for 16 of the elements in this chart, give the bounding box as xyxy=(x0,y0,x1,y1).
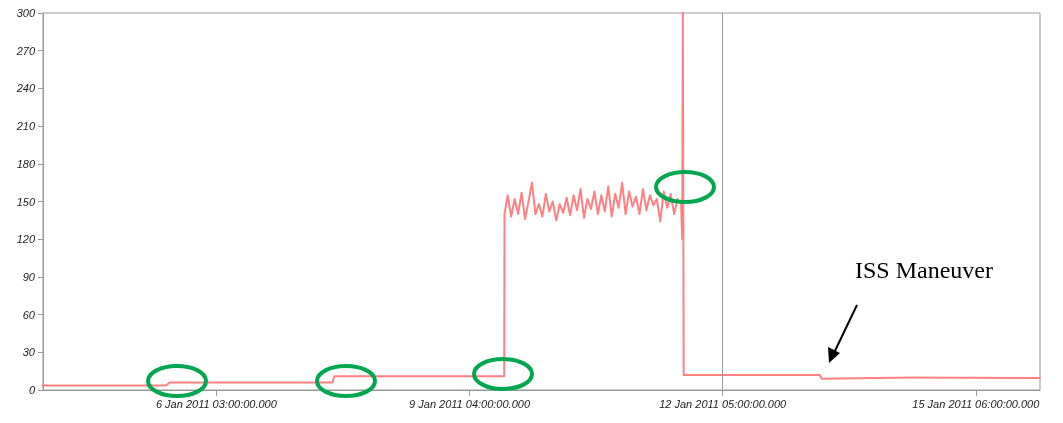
y-tick-label: 270 xyxy=(15,44,36,57)
y-tick-label: 210 xyxy=(15,120,36,133)
y-tick-label: 90 xyxy=(22,270,36,283)
y-tick-label: 30 xyxy=(22,346,36,359)
y-tick-label: 0 xyxy=(28,384,36,396)
x-tick-label: 15 Jan 2011 06:00:00.000 xyxy=(912,397,1041,410)
y-tick-label: 60 xyxy=(22,308,36,321)
y-tick-label: 240 xyxy=(15,82,36,95)
y-tick-label: 120 xyxy=(16,233,36,246)
y-tick-label: 150 xyxy=(16,195,36,208)
x-tick-label: 12 Jan 2011 05:00:00.000 xyxy=(659,397,788,410)
y-tick-label: 180 xyxy=(16,157,36,170)
x-tick-label: 9 Jan 2011 04:00:00.000 xyxy=(409,397,531,410)
x-tick-label: 6 Jan 2011 03:00:00.000 xyxy=(155,397,278,410)
annotation: ISS Maneuver xyxy=(855,257,993,284)
y-tick-label: 300 xyxy=(16,7,36,19)
